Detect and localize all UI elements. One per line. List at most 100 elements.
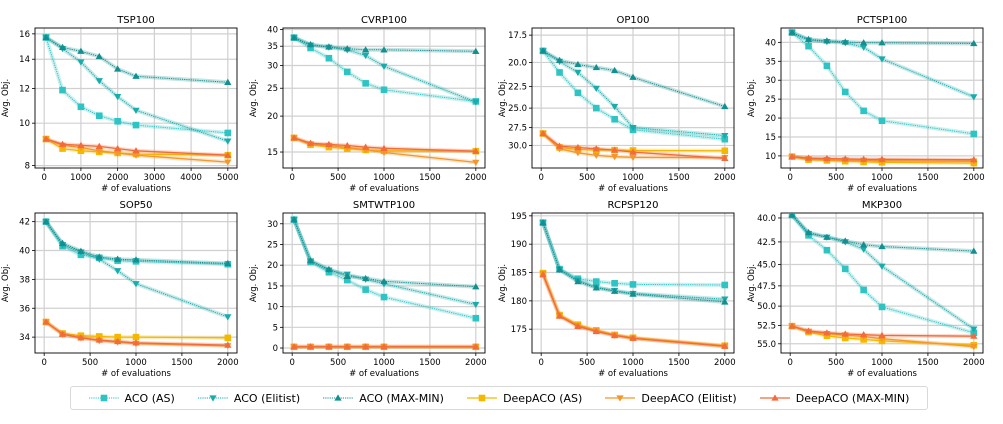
legend-item-aco-elitist: ACO (Elitist) [197, 392, 300, 405]
data-point-deepaco-max-min [114, 337, 122, 345]
data-point-deepaco-max-min [290, 343, 298, 350]
legend-marker-triangle-up-icon [323, 394, 354, 401]
data-point-deepaco-elitist [592, 152, 600, 160]
data-point-deepaco-max-min [58, 330, 67, 337]
x-tick-label: 1500 [419, 173, 441, 183]
data-point-deepaco-max-min [629, 148, 637, 155]
data-point-aco-as [970, 130, 978, 138]
data-point-aco-as [592, 104, 600, 112]
y-tick-label: 38 [19, 275, 30, 285]
y-tick-label: 20 [267, 261, 278, 271]
data-point-aco-max-min [841, 237, 849, 244]
legend-item-deepaco-elitist: DeepACO (Elitist) [605, 392, 737, 405]
x-tick-label: 1000 [125, 358, 147, 368]
data-point-aco-as [841, 88, 849, 96]
data-point-aco-max-min [841, 38, 849, 45]
data-point-deepaco-max-min [58, 140, 67, 147]
data-point-deepaco-max-min [539, 129, 547, 137]
y-tick-label: 10 [267, 303, 278, 313]
y-tick-label: 20 [765, 114, 776, 124]
data-point-deepaco-max-min [878, 331, 886, 339]
data-point-aco-as [878, 303, 886, 311]
data-point-deepaco-max-min [224, 341, 232, 348]
y-tick-label: 35 [765, 57, 776, 67]
x-axis-label: # of evaluations [598, 369, 668, 379]
series-line-aco-max-min [542, 222, 725, 303]
x-tick-label: 1500 [668, 173, 690, 183]
data-point-deepaco-max-min [574, 143, 582, 151]
data-point-deepaco-max-min [132, 339, 140, 346]
y-axis-label: Avg. Obj. [498, 264, 508, 302]
data-point-aco-elitist [472, 301, 480, 309]
legend-item-deepaco-max-min: DeepACO (MAX-MIN) [759, 392, 909, 405]
data-point-aco-as [132, 121, 140, 129]
subplot-sop50: 0 500 1000 1500 2000 34 36 38 40 42 SOP50 # of eval… [1, 200, 239, 379]
data-point-aco-max-min [343, 272, 351, 280]
series-group [290, 33, 480, 167]
data-point-aco-as [95, 112, 103, 120]
data-point-aco-max-min [804, 228, 813, 236]
data-point-deepaco-max-min [114, 144, 122, 152]
data-point-aco-max-min [629, 73, 637, 80]
data-point-deepaco-max-min [555, 142, 564, 149]
x-tick-label: 500 [828, 358, 844, 368]
data-point-aco-max-min [114, 255, 122, 262]
y-tick-label: 10 [19, 119, 30, 129]
data-point-aco-elitist [224, 314, 232, 321]
data-point-aco-as [611, 115, 618, 123]
data-point-deepaco-elitist [970, 343, 978, 351]
data-point-aco-elitist [132, 281, 140, 288]
data-point-aco-max-min [788, 28, 796, 36]
y-tick-label: 14 [19, 55, 30, 65]
data-point-deepaco-elitist [224, 159, 232, 166]
data-point-aco-elitist [362, 52, 370, 60]
series-group [788, 213, 978, 351]
x-axis-label: # of evaluations [847, 369, 917, 379]
data-point-deepaco-max-min [362, 143, 370, 150]
x-tick-label: 0 [41, 173, 46, 183]
x-tick-label: 3000 [144, 173, 166, 183]
data-point-aco-max-min [721, 102, 729, 110]
data-point-aco-max-min [290, 33, 298, 41]
series-band-aco-as [292, 218, 477, 321]
y-tick-label: 30 [765, 76, 776, 86]
data-point-deepaco-max-min [539, 271, 547, 278]
legend-label: ACO (AS) [124, 391, 175, 405]
data-point-aco-max-min [58, 239, 67, 246]
data-point-deepaco-elitist [114, 150, 122, 157]
y-tick-label: 42 [19, 218, 30, 228]
subplot-title: SOP50 [120, 200, 153, 211]
data-point-aco-max-min [611, 66, 619, 74]
x-tick-label: 5000 [217, 173, 239, 183]
data-point-aco-elitist [970, 94, 978, 101]
data-point-aco-max-min [555, 266, 564, 273]
data-point-deepaco-max-min [970, 332, 978, 339]
data-point-deepaco-max-min [95, 142, 103, 150]
y-tick-label: 40 [19, 247, 30, 257]
x-tick-label: 500 [828, 173, 844, 183]
series-band-aco-elitist [44, 220, 229, 319]
data-point-aco-as [343, 68, 351, 76]
y-tick-label: 15 [267, 148, 278, 158]
x-tick-label: 2000 [107, 173, 129, 183]
x-tick-label: 2000 [714, 173, 736, 183]
x-tick-label: 1500 [917, 358, 939, 368]
data-point-aco-elitist [380, 63, 388, 70]
data-point-aco-as [629, 281, 637, 288]
data-point-aco-max-min [539, 219, 547, 226]
subplot-title: PCTSP100 [857, 15, 908, 26]
data-point-aco-max-min [860, 39, 868, 46]
data-point-deepaco-max-min [132, 147, 140, 154]
data-point-deepaco-max-min [721, 154, 729, 161]
x-tick-label: 1000 [622, 173, 644, 183]
data-point-aco-max-min [539, 47, 547, 54]
data-point-deepaco-max-min [380, 144, 388, 151]
data-point-deepaco-max-min [362, 343, 370, 350]
series-group [788, 28, 978, 167]
data-point-aco-max-min [132, 72, 140, 79]
data-point-aco-elitist [878, 263, 886, 270]
data-point-deepaco-max-min [804, 327, 813, 334]
data-point-aco-max-min [362, 46, 370, 53]
y-tick-label: 25.0 [508, 104, 527, 114]
data-point-aco-max-min [42, 218, 50, 225]
